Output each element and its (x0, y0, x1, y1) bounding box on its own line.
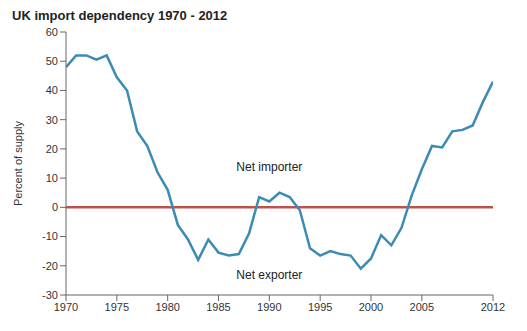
svg-text:1970: 1970 (54, 301, 78, 313)
svg-text:10: 10 (46, 172, 58, 184)
svg-text:50: 50 (46, 55, 58, 67)
svg-text:1985: 1985 (206, 301, 230, 313)
svg-text:-20: -20 (42, 260, 58, 272)
svg-text:Net importer: Net importer (236, 160, 302, 174)
svg-text:1975: 1975 (105, 301, 129, 313)
svg-text:1995: 1995 (308, 301, 332, 313)
svg-text:20: 20 (46, 143, 58, 155)
svg-text:1980: 1980 (155, 301, 179, 313)
svg-text:-30: -30 (42, 289, 58, 301)
svg-text:0: 0 (52, 201, 58, 213)
svg-text:Net exporter: Net exporter (236, 268, 302, 282)
svg-text:2005: 2005 (410, 301, 434, 313)
svg-text:1990: 1990 (257, 301, 281, 313)
html-text:UK import dependency 1970 - 20: UK import dependency 1970 - 2012 (12, 8, 228, 23)
svg-text:30: 30 (46, 114, 58, 126)
svg-text:60: 60 (46, 26, 58, 38)
svg-text:2000: 2000 (359, 301, 383, 313)
svg-text:Percent of supply: Percent of supply (12, 121, 24, 206)
svg-text:-10: -10 (42, 230, 58, 242)
svg-text:40: 40 (46, 84, 58, 96)
svg-text:2012: 2012 (481, 301, 505, 313)
